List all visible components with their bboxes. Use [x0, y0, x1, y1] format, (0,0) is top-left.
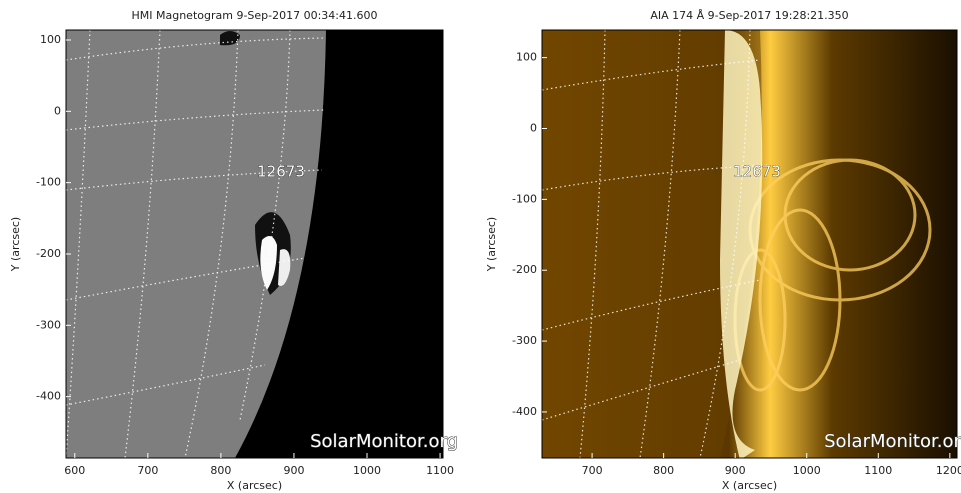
x-tick-label: 1000 — [353, 464, 381, 477]
y-tick-label: -400 — [512, 405, 537, 418]
y-axis-label: Y (arcsec) — [9, 217, 22, 272]
y-tick-label: 100 — [40, 33, 61, 46]
x-tick-label: 1100 — [426, 464, 454, 477]
x-tick-label: 1000 — [793, 464, 821, 477]
y-axis-label: Y (arcsec) — [485, 217, 498, 272]
magnetogram-image — [66, 30, 443, 458]
region-label: 12673 — [257, 163, 305, 181]
x-tick-label: 800 — [653, 464, 674, 477]
x-tick-label: 600 — [64, 464, 85, 477]
y-tick-label: -200 — [512, 263, 537, 276]
y-tick-label: 100 — [516, 51, 537, 64]
x-tick-label: 700 — [137, 464, 158, 477]
y-tick-label: -400 — [36, 390, 61, 403]
y-tick-label: 0 — [54, 104, 61, 117]
y-tick-label: -300 — [36, 318, 61, 331]
panel-title: AIA 174 Å 9-Sep-2017 19:28:21.350 — [650, 9, 848, 22]
x-tick-label: 800 — [210, 464, 231, 477]
euv-image — [542, 30, 957, 460]
x-tick-label: 700 — [582, 464, 603, 477]
y-tick-label: 0 — [530, 121, 537, 134]
y-tick-label: -200 — [36, 247, 61, 260]
watermark: SolarMonitor.org — [310, 431, 458, 452]
x-axis-label: X (arcsec) — [227, 479, 282, 492]
x-tick-label: 900 — [725, 464, 746, 477]
watermark: SolarMonitor.org — [824, 431, 961, 452]
x-tick-label: 900 — [283, 464, 304, 477]
figure: HMI Magnetogram 9-Sep-2017 00:34:41.600 6… — [0, 0, 961, 493]
x-axis-label: X (arcsec) — [722, 479, 777, 492]
x-tick-label: 1100 — [864, 464, 892, 477]
y-tick-label: -300 — [512, 334, 537, 347]
y-tick-label: -100 — [512, 192, 537, 205]
panel-title: HMI Magnetogram 9-Sep-2017 00:34:41.600 — [131, 9, 377, 22]
x-tick-label: 1200 — [936, 464, 961, 477]
y-tick-label: -100 — [36, 176, 61, 189]
region-label: 12673 — [733, 163, 781, 181]
